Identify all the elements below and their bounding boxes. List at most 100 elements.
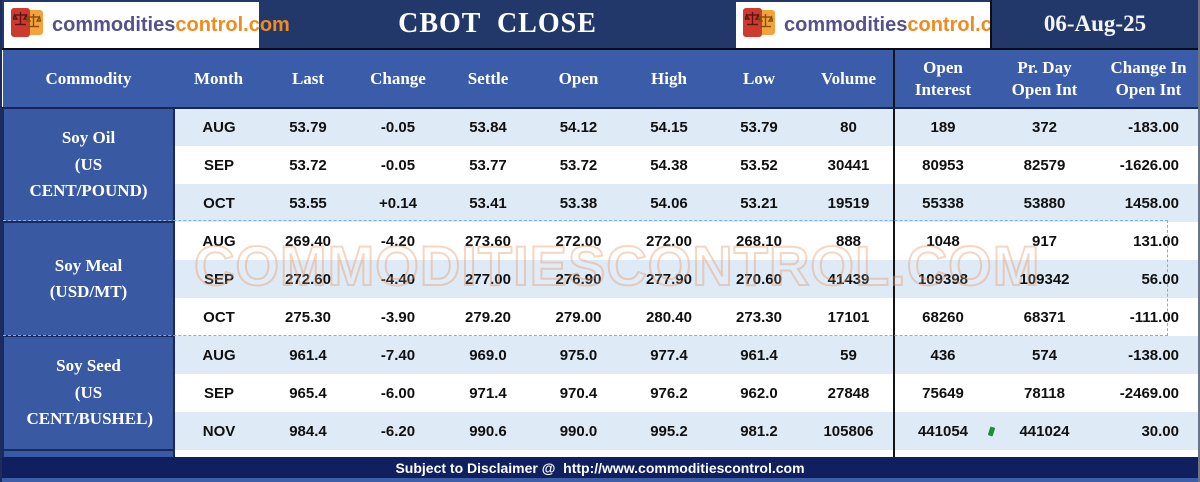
- cell-open: 975.0: [533, 336, 624, 374]
- cell-last: 53.72: [263, 146, 353, 184]
- cell-low: 962.0: [714, 374, 804, 412]
- row-soy-seed-sep: SEP 965.4 -6.00 971.4 970.4 976.2 962.0 27848 75…: [3, 374, 1198, 412]
- disclaimer-bar: Subject to Disclaimer @ http://www.commo…: [2, 457, 1198, 478]
- cell-change: -4.20: [353, 222, 443, 260]
- cell-change-open-int: 30.00: [1098, 412, 1198, 450]
- cell-volume: 30441: [804, 146, 894, 184]
- table-header-row: Commodity Month Last Change Settle Open High Lo…: [3, 50, 1198, 109]
- cell-change-open-int: 131.00: [1098, 222, 1198, 260]
- cell-prday-open-int: 574: [991, 336, 1098, 374]
- filler-cell: [174, 450, 894, 457]
- balance-scale-glyph: [13, 12, 28, 26]
- cell-change: +0.14: [353, 184, 443, 222]
- cell-low: 268.10: [714, 222, 804, 260]
- logo-text-control-com: control.com: [175, 13, 290, 36]
- logo-text-commodities: commodities: [52, 13, 176, 36]
- cell-change-open-int: -111.00: [1098, 298, 1198, 336]
- cell-month: SEP: [174, 260, 263, 298]
- cell-high: 54.15: [624, 108, 714, 146]
- cell-month: AUG: [174, 222, 263, 260]
- cell-change-open-int: -183.00: [1098, 108, 1198, 146]
- balance-scale-glyph: [26, 14, 41, 28]
- logo-wordmark: commoditiescontrol.com: [784, 14, 1022, 37]
- commodity-label-soy-oil: Soy Oil (US CENT/POUND): [2, 107, 175, 223]
- column-header-change-open-int: Change In Open Int: [1098, 50, 1198, 109]
- page-title: CBOT CLOSE: [398, 8, 597, 39]
- filler-row: [2, 450, 1198, 457]
- cell-change: -6.20: [353, 412, 443, 450]
- column-header-open: Open: [533, 50, 624, 109]
- scales-icon: [10, 7, 50, 43]
- logo-text-commodities: commodities: [784, 13, 908, 36]
- cell-open-interest: 55338: [893, 184, 991, 222]
- cell-month: SEP: [174, 146, 263, 184]
- cell-change: -0.05: [353, 146, 443, 184]
- cell-prday-open-int: 441024: [991, 412, 1098, 450]
- filler-commodity-cell: [2, 450, 175, 457]
- cell-change: -6.00: [353, 374, 443, 412]
- cell-open-interest: 441054: [893, 412, 991, 450]
- cell-open-interest: 436: [893, 336, 991, 374]
- cell-volume: 80: [804, 108, 894, 146]
- column-header-prday-open-int: Pr. Day Open Int: [991, 50, 1098, 109]
- cell-last: 965.4: [263, 374, 353, 412]
- cell-month: NOV: [174, 412, 263, 450]
- cell-volume: 17101: [804, 298, 894, 336]
- cell-low: 273.30: [714, 298, 804, 336]
- cell-month: OCT: [174, 184, 263, 222]
- cell-prday-open-int: 68371: [991, 298, 1098, 336]
- cell-high: 54.38: [624, 146, 714, 184]
- date-cell: 06-Aug-25: [990, 0, 1198, 48]
- disclaimer-text: Subject to Disclaimer @ http://www.commo…: [395, 459, 805, 476]
- commodity-label-soy-seed: Soy Seed (US CENT/BUSHEL): [2, 335, 175, 451]
- cell-last: 984.4: [263, 412, 353, 450]
- cell-open: 279.00: [533, 298, 624, 336]
- cell-high: 977.4: [624, 336, 714, 374]
- cell-high: 976.2: [624, 374, 714, 412]
- cell-open: 53.38: [533, 184, 624, 222]
- commodity-label-soy-meal: Soy Meal (USD/MT): [2, 221, 175, 337]
- cell-settle: 279.20: [443, 298, 533, 336]
- cell-change: -3.90: [353, 298, 443, 336]
- column-header-high: High: [624, 50, 714, 109]
- column-header-last: Last: [263, 50, 353, 109]
- cell-open-interest: 68260: [893, 298, 991, 336]
- row-soy-oil-sep: SEP 53.72 -0.05 53.77 53.72 54.38 53.52 30441 80…: [3, 146, 1198, 184]
- cell-prday-open-int: 917: [991, 222, 1098, 260]
- cell-change-open-int: -2469.00: [1098, 374, 1198, 412]
- cell-high: 280.40: [624, 298, 714, 336]
- cell-last: 272.60: [263, 260, 353, 298]
- column-header-low: Low: [714, 50, 804, 109]
- report-date: 06-Aug-25: [1043, 11, 1147, 36]
- cell-settle: 273.60: [443, 222, 533, 260]
- cell-change: -7.40: [353, 336, 443, 374]
- cell-settle: 969.0: [443, 336, 533, 374]
- cell-open-interest: 109398: [893, 260, 991, 298]
- price-table: Commodity Month Last Change Settle Open High Lo…: [2, 50, 1198, 457]
- row-soy-seed-aug: Soy Seed (US CENT/BUSHEL) AUG 961.4 -7.40 969…: [2, 335, 1198, 451]
- cell-low: 981.2: [714, 412, 804, 450]
- row-soy-oil-oct: OCT 53.55 +0.14 53.41 53.38 54.06 53.21 19519 55…: [3, 184, 1198, 222]
- cell-change-open-int: 56.00: [1098, 260, 1198, 298]
- cell-settle: 53.41: [443, 184, 533, 222]
- cell-open: 272.00: [533, 222, 624, 260]
- column-header-change: Change: [353, 50, 443, 109]
- row-soy-meal-sep: SEP 272.60 -4.40 277.00 276.90 277.90 270.60 41…: [3, 260, 1198, 298]
- logo-wordmark: commoditiescontrol.com: [52, 14, 290, 37]
- top-banner: commoditiescontrol.com CBOT CLOSE: [2, 0, 1198, 48]
- cell-low: 53.21: [714, 184, 804, 222]
- cell-open-interest: 75649: [893, 374, 991, 412]
- cell-volume: 27848: [804, 374, 894, 412]
- cell-low: 53.79: [714, 108, 804, 146]
- title-cell: CBOT CLOSE: [259, 0, 736, 48]
- cell-change: -0.05: [353, 108, 443, 146]
- cell-change-open-int: 1458.00: [1098, 184, 1198, 222]
- cell-low: 961.4: [714, 336, 804, 374]
- bottom-accent-strip: [2, 478, 1198, 482]
- cell-last: 961.4: [263, 336, 353, 374]
- cell-month: AUG: [174, 336, 263, 374]
- cell-prday-open-int: 372: [991, 108, 1098, 146]
- cell-volume: 59: [804, 336, 894, 374]
- cell-open: 53.72: [533, 146, 624, 184]
- cell-high: 995.2: [624, 412, 714, 450]
